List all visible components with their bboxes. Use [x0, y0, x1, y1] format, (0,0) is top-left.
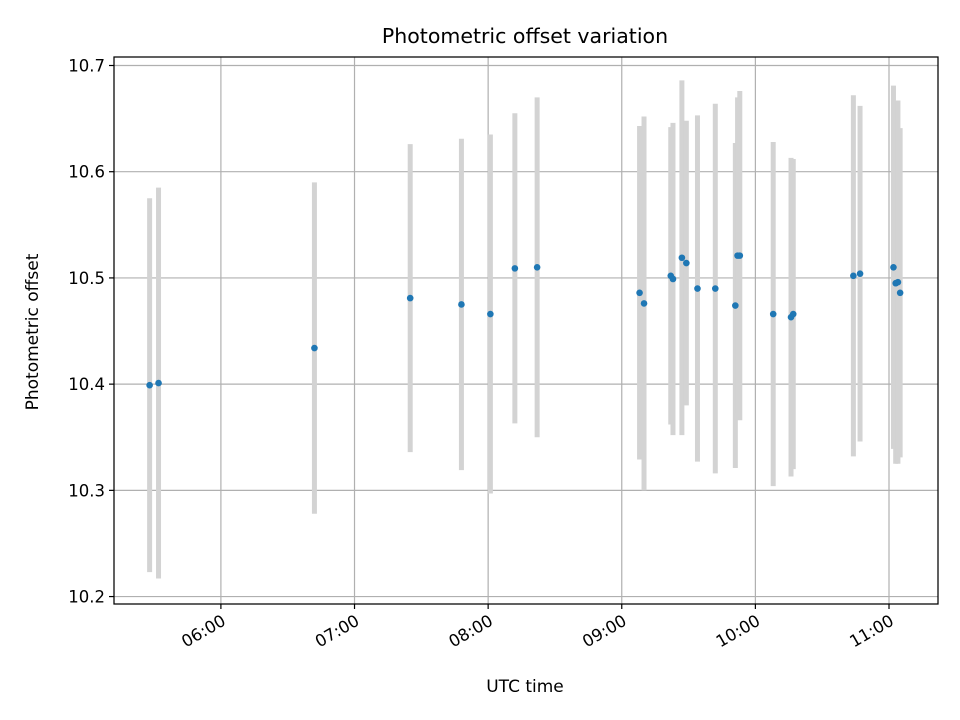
data-point: [789, 310, 797, 318]
data-point: [669, 275, 677, 283]
plot-frame: [113, 56, 939, 605]
y-axis-label: Photometric offset: [23, 253, 43, 410]
y-tick-label: 10.7: [68, 56, 105, 75]
data-point: [732, 302, 739, 309]
y-axis-ticks: 10.2 10.3 10.4 10.5 10.6 10.7: [68, 56, 114, 607]
data-point: [146, 381, 153, 389]
data-point: [856, 270, 864, 277]
data-point: [896, 289, 904, 297]
y-tick-label: 10.5: [68, 269, 105, 288]
data-point: [894, 278, 902, 286]
data-point: [640, 300, 648, 307]
data-point: [850, 272, 857, 280]
x-axis-label: UTC time: [486, 677, 564, 697]
y-tick-label: 10.3: [68, 481, 105, 500]
data-point: [511, 265, 519, 272]
data-point: [406, 294, 414, 302]
data-point: [678, 254, 686, 262]
data-point: [769, 310, 777, 318]
data-point: [458, 301, 465, 308]
chart-title: Photometric offset variation: [382, 24, 668, 48]
data-point: [533, 264, 541, 271]
y-tick-label: 10.4: [68, 375, 105, 394]
data-point: [694, 285, 701, 292]
data-point: [636, 289, 643, 297]
data-point: [890, 264, 897, 271]
data-point: [311, 344, 318, 352]
data-point: [711, 285, 719, 292]
data-point: [736, 252, 744, 259]
data-point: [487, 310, 494, 318]
y-tick-label: 10.6: [68, 163, 105, 182]
data-point: [683, 259, 690, 267]
data-point: [155, 379, 162, 387]
y-tick-label: 10.2: [68, 588, 105, 607]
data-points: [146, 252, 904, 389]
